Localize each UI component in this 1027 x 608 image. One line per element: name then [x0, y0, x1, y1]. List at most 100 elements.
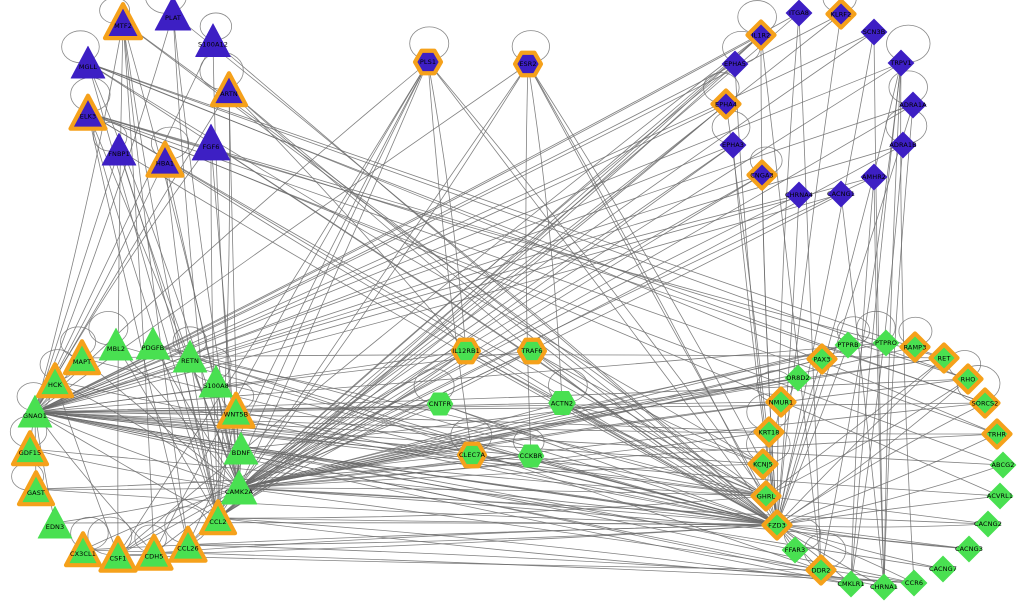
graph-edge: [238, 344, 849, 489]
graph-edge: [87, 112, 189, 546]
graph-node-adra1a[interactable]: ADRA1A: [892, 84, 934, 126]
graph-edge: [238, 13, 842, 489]
graph-edge: [117, 21, 124, 556]
graph-edge: [761, 174, 778, 526]
graph-edge: [238, 377, 799, 489]
node-shape-diamond: [900, 569, 928, 597]
node-shape-diamond: [781, 536, 809, 564]
node-shape-hexagon: [412, 48, 444, 76]
graph-edge: [776, 524, 970, 550]
graph-node-chrna4[interactable]: CHRNA4: [778, 174, 820, 216]
node-shape-triangle: [198, 499, 238, 536]
graph-edge: [527, 63, 563, 404]
graph-edge: [240, 448, 778, 526]
graph-edge: [776, 524, 944, 570]
graph-edge: [122, 21, 189, 546]
graph-edge: [765, 357, 945, 497]
node-shape-triangle: [102, 2, 144, 41]
graph-edge: [87, 112, 778, 526]
node-shape-triangle: [134, 533, 174, 571]
graph-edge: [238, 378, 969, 489]
graph-node-actn2[interactable]: ACTN2: [541, 382, 584, 425]
node-shape-diamond: [784, 364, 812, 392]
graph-node-epha4[interactable]: EPHA4: [705, 83, 748, 126]
graph-edge: [34, 34, 762, 413]
node-shape-triangle: [209, 71, 249, 108]
graph-edge: [776, 523, 989, 528]
graph-node-pls1[interactable]: PLS1: [407, 41, 449, 83]
graph-node-itga8[interactable]: ITGA8: [778, 0, 820, 34]
graph-edge: [34, 411, 796, 551]
graph-node-cckbr[interactable]: CCKBR: [510, 435, 552, 477]
graph-node-cacng1[interactable]: CACNG1: [820, 173, 862, 215]
graph-edge: [238, 31, 875, 489]
node-shape-triangle: [191, 123, 231, 161]
node-shape-diamond: [750, 480, 782, 512]
graph-edge: [776, 433, 998, 526]
node-shape-triangle: [168, 525, 208, 563]
node-shape-diamond: [825, 0, 857, 30]
graph-edge: [29, 448, 778, 526]
node-shape-hexagon: [456, 441, 488, 469]
graph-edge: [776, 31, 875, 526]
graph-edge: [34, 144, 904, 413]
graph-edge: [54, 487, 240, 524]
node-shape-diamond: [981, 418, 1013, 450]
graph-node-epha5[interactable]: EPHA5: [714, 43, 756, 85]
graph-node-clec7a[interactable]: CLEC7A: [451, 434, 493, 476]
node-shape-diamond: [747, 448, 779, 480]
graph-edge: [776, 104, 914, 526]
graph-edge: [776, 524, 915, 584]
graph-edge: [210, 142, 778, 526]
node-shape-diamond: [989, 451, 1017, 479]
node-shape-diamond: [805, 554, 837, 586]
graph-edge: [776, 524, 885, 588]
graph-node-il12rb1[interactable]: IL12RB1: [445, 330, 487, 372]
graph-edge: [34, 176, 875, 413]
graph-edge: [187, 61, 429, 546]
graph-edge: [238, 358, 823, 489]
graph-node-ccr6[interactable]: CCR6: [893, 562, 935, 604]
graph-node-artn[interactable]: ARTN: [205, 66, 253, 114]
graph-edge: [776, 12, 800, 526]
graph-node-cdh5[interactable]: CDH5: [130, 529, 179, 578]
node-shape-triangle: [135, 326, 171, 360]
node-shape-triangle: [198, 364, 234, 398]
graph-edge: [228, 89, 533, 352]
graph-edge: [215, 381, 778, 526]
node-shape-diamond: [745, 19, 777, 51]
node-shape-triangle: [37, 505, 73, 539]
node-shape-hexagon: [517, 444, 545, 468]
graph-node-hba1[interactable]: HBA1: [141, 136, 190, 185]
graph-edge: [531, 350, 764, 465]
node-shape-hexagon: [450, 337, 482, 365]
node-shape-triangle: [101, 132, 137, 166]
node-shape-diamond: [834, 331, 862, 359]
graph-node-s100a12[interactable]: S100A12: [189, 17, 238, 66]
graph-edge: [34, 40, 214, 413]
node-shape-diamond: [746, 159, 778, 191]
node-shape-triangle: [70, 45, 106, 79]
node-shape-triangle: [98, 327, 134, 361]
node-shape-diamond: [889, 131, 917, 159]
node-shape-triangle: [220, 469, 258, 505]
node-shape-diamond: [974, 510, 1002, 538]
graph-edge: [34, 194, 800, 413]
graph-node-fgf6[interactable]: FGF6: [185, 117, 237, 169]
node-shape-diamond: [721, 50, 749, 78]
graph-edge: [35, 487, 240, 490]
graph-node-esr2[interactable]: ESR2: [507, 43, 549, 85]
graph-node-traf6[interactable]: TRAF6: [511, 330, 553, 372]
graph-edge: [34, 63, 736, 413]
graph-node-fnbp1[interactable]: FNBP1: [95, 126, 143, 174]
graph-edge: [427, 61, 473, 456]
graph-node-trpv1[interactable]: TRPV1: [880, 42, 922, 84]
graph-node-cntfr[interactable]: CNTFR: [419, 383, 461, 425]
graph-edge: [240, 448, 767, 497]
graph-node-mgll[interactable]: MGLL: [64, 39, 112, 87]
graph-edge: [465, 350, 767, 497]
node-shape-hexagon: [516, 337, 548, 365]
node-shape-triangle: [16, 470, 56, 507]
graph-edge: [217, 103, 727, 519]
